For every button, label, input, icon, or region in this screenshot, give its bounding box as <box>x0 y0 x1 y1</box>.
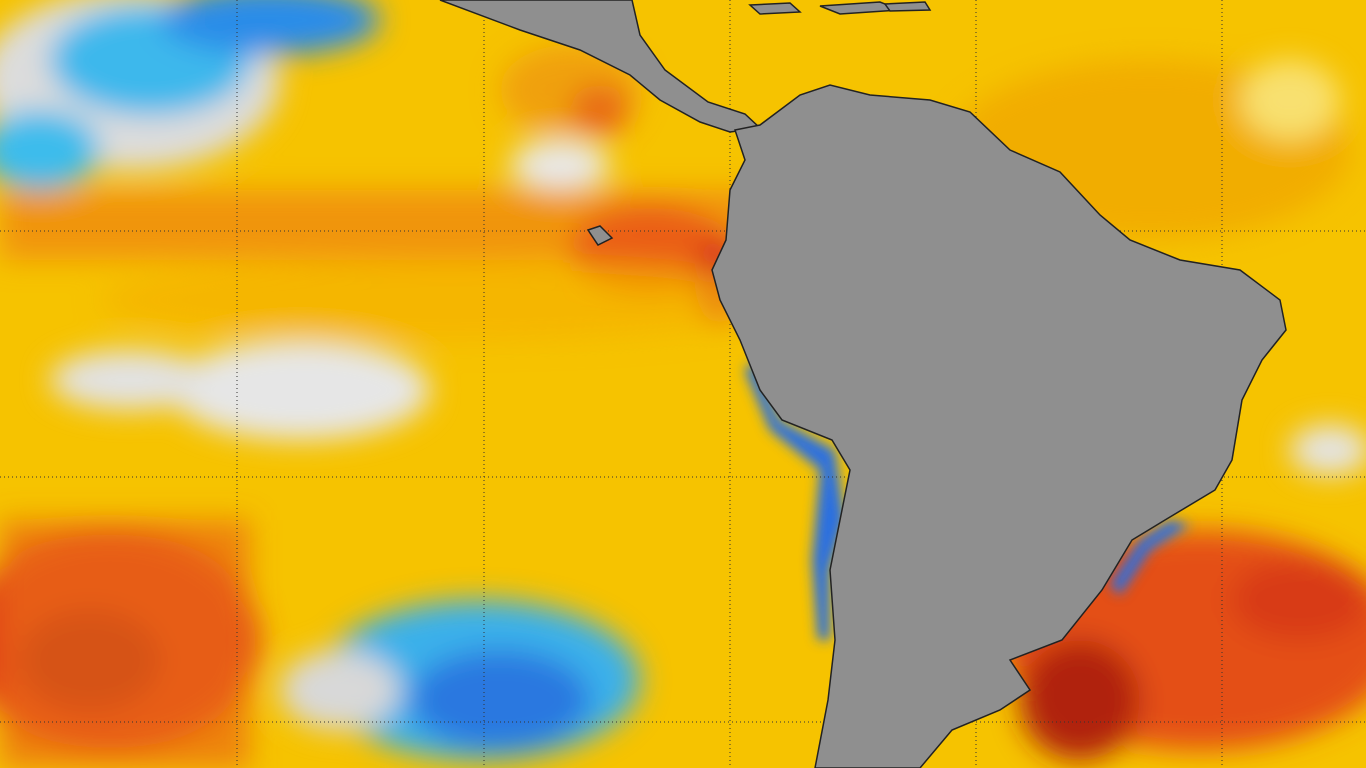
coastal-upwelling <box>745 360 1190 640</box>
south-america <box>711 84 1287 768</box>
island <box>748 2 802 15</box>
galapagos <box>586 225 614 246</box>
island <box>883 1 932 12</box>
land <box>439 0 1287 768</box>
